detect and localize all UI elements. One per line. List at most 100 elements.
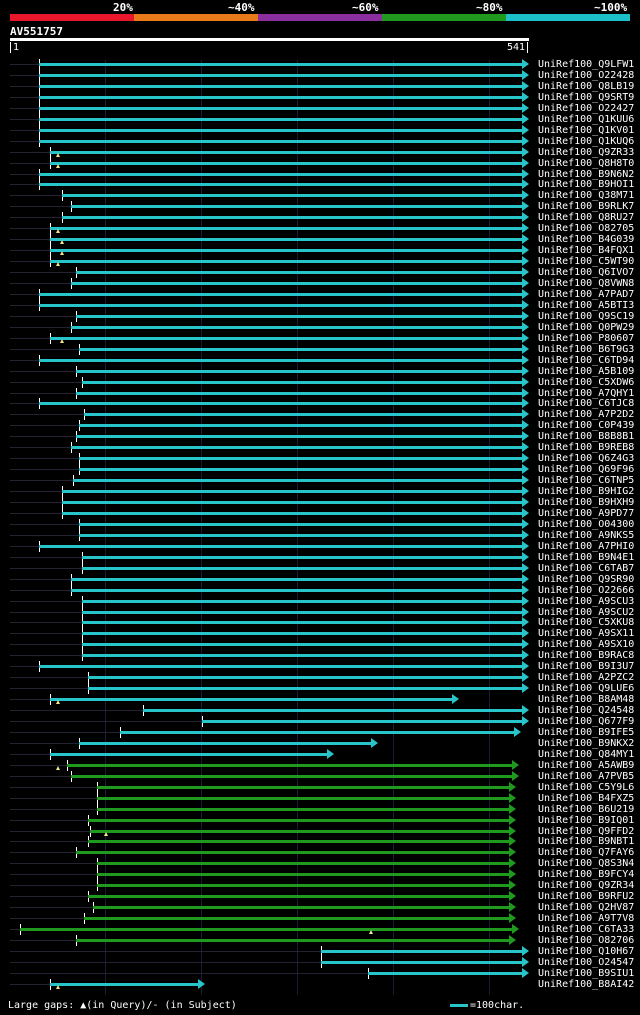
hit-label[interactable]: UniRef100_C6TAB7 <box>538 562 635 574</box>
hit-label[interactable]: UniRef100_Q9ZR34 <box>538 880 635 892</box>
hit-row[interactable]: UniRef100_A7QHY1 <box>0 387 640 399</box>
hit-row[interactable]: UniRef100_Q8RU27 <box>0 212 640 224</box>
hit-alignment-bar[interactable] <box>81 632 523 636</box>
hit-label[interactable]: UniRef100_C5Y9L6 <box>538 781 635 793</box>
hit-label[interactable]: UniRef100_Q10H67 <box>538 945 635 957</box>
hit-alignment-bar[interactable] <box>81 380 523 384</box>
hit-alignment-bar[interactable] <box>50 161 523 165</box>
hit-label[interactable]: UniRef100_B9NKX2 <box>538 737 635 749</box>
hit-row[interactable]: UniRef100_A5B109 <box>0 365 640 377</box>
hit-row[interactable]: UniRef100_B9HIG2 <box>0 486 640 498</box>
hit-row[interactable]: UniRef100_B6T9G3 <box>0 343 640 355</box>
hit-alignment-bar[interactable] <box>67 763 513 767</box>
hit-label[interactable]: UniRef100_Q7FAY6 <box>538 847 635 859</box>
hit-row[interactable]: UniRef100_O22666 <box>0 584 640 596</box>
hit-label[interactable]: UniRef100_A7P2D2 <box>538 409 635 421</box>
hit-row[interactable]: UniRef100_C5WT90 <box>0 256 640 268</box>
hit-row[interactable]: UniRef100_B4G039 <box>0 234 640 246</box>
hit-row[interactable]: UniRef100_B9N4E1 <box>0 551 640 563</box>
hit-row[interactable]: UniRef100_B6U219 <box>0 803 640 815</box>
hit-label[interactable]: UniRef100_B9HIG2 <box>538 486 635 498</box>
hit-row[interactable]: UniRef100_B9HXH9 <box>0 497 640 508</box>
hit-row[interactable]: UniRef100_B4FQX1 <box>0 245 640 257</box>
hit-alignment-bar[interactable] <box>71 774 513 778</box>
hit-alignment-bar[interactable] <box>38 128 523 132</box>
hit-label[interactable]: UniRef100_B9IFE5 <box>538 726 635 738</box>
hit-row[interactable]: UniRef100_A9SCU3 <box>0 595 640 607</box>
hit-alignment-bar[interactable] <box>38 84 523 88</box>
hit-row[interactable]: UniRef100_B9HOI1 <box>0 179 640 191</box>
hit-row[interactable]: UniRef100_Q9SRT9 <box>0 91 640 103</box>
hit-alignment-bar[interactable] <box>76 369 523 373</box>
hit-label[interactable]: UniRef100_Q8VWN8 <box>538 278 635 289</box>
hit-label[interactable]: UniRef100_A9NKS5 <box>538 529 635 541</box>
hit-label[interactable]: UniRef100_B9N4E1 <box>538 551 635 563</box>
hit-label[interactable]: UniRef100_C6TJC8 <box>538 398 635 410</box>
hit-row[interactable]: UniRef100_B9RLK7 <box>0 201 640 213</box>
hit-alignment-bar[interactable] <box>38 139 523 143</box>
hit-alignment-bar[interactable] <box>76 314 523 318</box>
hit-row[interactable]: UniRef100_Q6IVO7 <box>0 267 640 279</box>
hit-label[interactable]: UniRef100_B9IQ01 <box>538 814 635 826</box>
hit-alignment-bar[interactable] <box>84 917 510 921</box>
hit-row[interactable]: UniRef100_Q9LFW1 <box>0 59 640 70</box>
hit-alignment-bar[interactable] <box>50 227 523 231</box>
hit-label[interactable]: UniRef100_B9RLK7 <box>538 201 635 213</box>
hit-label[interactable]: UniRef100_Q1KUQ6 <box>538 135 635 147</box>
hit-label[interactable]: UniRef100_B9FCY4 <box>538 869 635 881</box>
hit-alignment-bar[interactable] <box>87 687 523 691</box>
hit-label[interactable]: UniRef100_Q9LFW1 <box>538 59 635 70</box>
hit-label[interactable]: UniRef100_Q84MY1 <box>538 748 635 760</box>
hit-alignment-bar[interactable] <box>71 577 523 581</box>
hit-alignment-bar[interactable] <box>90 829 511 833</box>
hit-row[interactable]: UniRef100_B9I3U7 <box>0 661 640 673</box>
hit-label[interactable]: UniRef100_C6TNP5 <box>538 475 635 487</box>
hit-label[interactable]: UniRef100_O22427 <box>538 102 635 114</box>
hit-row[interactable]: UniRef100_O22427 <box>0 102 640 114</box>
hit-alignment-bar[interactable] <box>71 282 523 285</box>
hit-row[interactable]: UniRef100_A7PHI0 <box>0 540 640 552</box>
hit-row[interactable]: UniRef100_C5XKU8 <box>0 617 640 629</box>
hit-row[interactable]: UniRef100_A5BTI3 <box>0 299 640 311</box>
hit-row[interactable]: UniRef100_A2PZC2 <box>0 672 640 684</box>
hit-row[interactable]: UniRef100_O22428 <box>0 69 640 81</box>
hit-alignment-bar[interactable] <box>321 949 523 953</box>
hit-row[interactable]: UniRef100_Q9ZR34 <box>0 880 640 892</box>
hit-alignment-bar[interactable] <box>84 413 523 417</box>
hit-row[interactable]: UniRef100_O82706 <box>0 935 640 946</box>
hit-label[interactable]: UniRef100_A7PAD7 <box>538 288 635 300</box>
hit-row[interactable]: UniRef100_Q677F9 <box>0 716 640 727</box>
hit-label[interactable]: UniRef100_Q9SRT9 <box>538 91 635 103</box>
hit-row[interactable]: UniRef100_C0P439 <box>0 420 640 432</box>
hit-label[interactable]: UniRef100_Q6Z4G3 <box>538 453 635 465</box>
hit-row[interactable]: UniRef100_B9IFE5 <box>0 726 640 738</box>
hit-row[interactable]: UniRef100_Q9ZR33 <box>0 146 640 158</box>
hit-alignment-bar[interactable] <box>38 544 523 548</box>
hit-row[interactable]: UniRef100_B8AM48 <box>0 694 640 706</box>
hit-alignment-bar[interactable] <box>81 599 523 603</box>
hit-label[interactable]: UniRef100_B8B8B1 <box>538 431 635 443</box>
hit-label[interactable]: UniRef100_A9T7V8 <box>538 913 635 925</box>
hit-alignment-bar[interactable] <box>73 479 523 483</box>
hit-alignment-bar[interactable] <box>76 391 523 395</box>
hit-row[interactable]: UniRef100_Q84MY1 <box>0 748 640 760</box>
hit-label[interactable]: UniRef100_A7PHI0 <box>538 540 635 552</box>
hit-alignment-bar[interactable] <box>38 95 523 99</box>
hit-row[interactable]: UniRef100_A5AWB9 <box>0 759 640 771</box>
hit-alignment-bar[interactable] <box>50 982 199 986</box>
hit-alignment-bar[interactable] <box>71 205 523 209</box>
hit-label[interactable]: UniRef100_A9SX11 <box>538 628 635 640</box>
hit-alignment-bar[interactable] <box>76 939 510 942</box>
hit-label[interactable]: UniRef100_Q9LUE6 <box>538 683 635 695</box>
hit-alignment-bar[interactable] <box>96 807 511 811</box>
hit-label[interactable]: UniRef100_Q8RU27 <box>538 212 635 224</box>
hit-label[interactable]: UniRef100_B9I3U7 <box>538 661 635 673</box>
hit-label[interactable]: UniRef100_O82705 <box>538 223 635 235</box>
hit-label[interactable]: UniRef100_A9SCU3 <box>538 595 635 607</box>
hit-row[interactable]: UniRef100_O82705 <box>0 223 640 235</box>
hit-row[interactable]: UniRef100_C6TNP5 <box>0 475 640 487</box>
hit-row[interactable]: UniRef100_B9RAC8 <box>0 650 640 662</box>
hit-label[interactable]: UniRef100_C6TA33 <box>538 924 635 936</box>
hit-label[interactable]: UniRef100_A5B109 <box>538 365 635 377</box>
hit-row[interactable]: UniRef100_Q9FFD2 <box>0 825 640 837</box>
